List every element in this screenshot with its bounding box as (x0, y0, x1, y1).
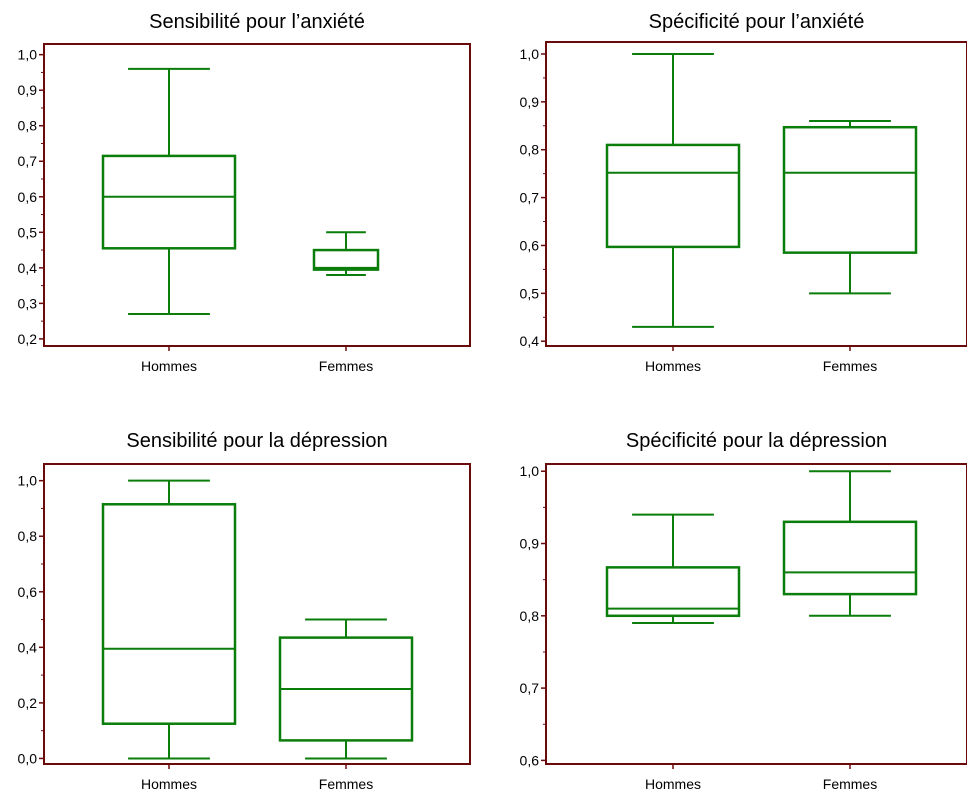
y-tick-label: 0,6 (18, 189, 38, 205)
x-category-label: Hommes (141, 358, 197, 374)
iqr-box (782, 520, 918, 596)
plot-frame (43, 43, 471, 347)
y-tick-label: 1,0 (18, 473, 38, 489)
box-hommes (605, 52, 741, 328)
x-category-label: Hommes (645, 358, 701, 374)
chart-title: Spécificité pour l’anxiété (649, 11, 865, 33)
x-category-label: Hommes (645, 776, 701, 790)
y-tick-label: 0,9 (520, 94, 540, 110)
box-hommes (101, 479, 237, 760)
y-tick-label: 0,8 (18, 118, 38, 134)
y-tick-label: 0,7 (18, 153, 38, 169)
x-category-label: Femmes (823, 358, 877, 374)
box-hommes (101, 67, 237, 316)
boxplot-anxiety-sensitivity: Sensibilité pour l’anxiété 0,2 0,3 0,4 0,5 0,… (18, 11, 471, 374)
chart-title: Spécificité pour la dépression (626, 430, 887, 452)
y-tick-label: 0,4 (18, 260, 38, 276)
chart-title: Sensibilité pour l’anxiété (149, 11, 365, 33)
y-tick-label: 0,0 (18, 750, 38, 766)
box-femmes (782, 119, 918, 295)
chart-panel-depression-specificity: Spécificité pour la dépression 0,6 0,7 0,8 0… (484, 395, 967, 790)
x-category-label: Femmes (319, 358, 373, 374)
x-category-label: Hommes (141, 776, 197, 790)
x-category-label: Femmes (319, 776, 373, 790)
y-tick-label: 0,8 (520, 608, 540, 624)
plot-frame (545, 463, 967, 765)
iqr-box (782, 125, 918, 254)
box-femmes (312, 231, 380, 276)
y-tick-label: 0,7 (520, 680, 540, 696)
y-tick-label: 0,6 (520, 237, 540, 253)
y-tick-label: 0,7 (520, 190, 540, 206)
iqr-box (312, 248, 380, 271)
chart-panel-anxiety-sensitivity: Sensibilité pour l’anxiété 0,2 0,3 0,4 0,5 0,… (0, 0, 484, 395)
y-tick-label: 0,4 (18, 639, 38, 655)
y-tick-label: 0,6 (18, 584, 38, 600)
y-tick-label: 1,0 (18, 47, 38, 63)
y-tick-label: 0,9 (520, 536, 540, 552)
chart-title: Sensibilité pour la dépression (126, 430, 387, 452)
x-category-label: Femmes (823, 776, 877, 790)
boxplot-anxiety-specificity: Spécificité pour l’anxiété 0,4 0,5 0,6 0,7 0,… (520, 11, 967, 374)
boxplot-depression-sensitivity: Sensibilité pour la dépression 0,0 0,2 0,4 0… (18, 430, 471, 790)
iqr-box (101, 154, 237, 250)
box-femmes (278, 618, 414, 760)
y-tick-label: 0,8 (18, 528, 38, 544)
chart-panel-anxiety-specificity: Spécificité pour l’anxiété 0,4 0,5 0,6 0,7 0,… (484, 0, 967, 395)
y-tick-label: 1,0 (520, 463, 540, 479)
iqr-box (101, 503, 237, 725)
y-tick-label: 0,8 (520, 142, 540, 158)
y-tick-label: 0,3 (18, 295, 38, 311)
y-tick-label: 0,5 (520, 285, 540, 301)
boxplot-depression-specificity: Spécificité pour la dépression 0,6 0,7 0,8 0… (520, 430, 967, 790)
plot-frame (545, 41, 967, 347)
box-femmes (782, 470, 918, 617)
y-tick-label: 0,9 (18, 82, 38, 98)
chart-panel-depression-sensitivity: Sensibilité pour la dépression 0,0 0,2 0,4 0… (0, 395, 484, 790)
y-tick-label: 0,2 (18, 695, 38, 711)
y-tick-label: 0,4 (520, 333, 540, 349)
iqr-box (605, 143, 741, 249)
plot-frame (43, 463, 471, 765)
y-tick-label: 0,2 (18, 331, 38, 347)
y-tick-label: 0,5 (18, 224, 38, 240)
box-hommes (605, 513, 741, 625)
y-tick-label: 0,6 (520, 752, 540, 768)
y-tick-label: 1,0 (520, 46, 540, 62)
